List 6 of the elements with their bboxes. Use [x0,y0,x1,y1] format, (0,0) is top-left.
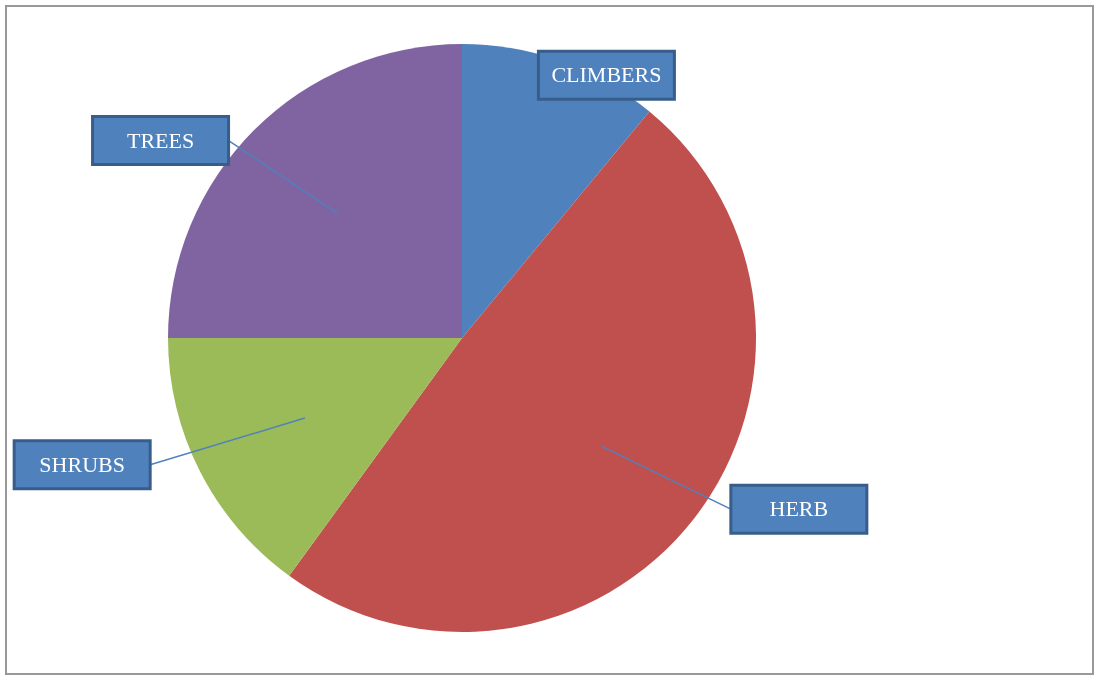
slice-label: HERB [769,496,829,522]
slice-label: SHRUBS [39,451,125,477]
pie-slice [289,111,756,632]
pie-slice [168,338,462,576]
slice-label: TREES [126,127,195,153]
slice-label: CLIMBERS [551,62,662,88]
